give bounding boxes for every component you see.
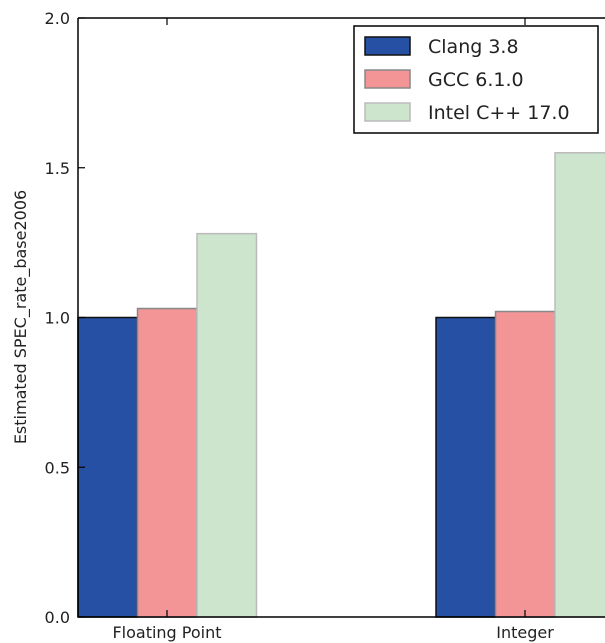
x-tick-label: Integer: [496, 623, 554, 642]
legend-label: GCC 6.1.0: [428, 69, 524, 91]
legend-label: Intel C++ 17.0: [428, 102, 570, 124]
bar-clang-floating-point: [77, 316, 139, 618]
y-axis-title: Estimated SPEC_rate_base2006: [11, 190, 31, 444]
x-tick-label: Floating Point: [112, 623, 221, 642]
bar-clang-integer: [435, 316, 497, 618]
y-tick-label: 2.0: [45, 9, 70, 28]
bar-intel-floating-point: [196, 232, 258, 618]
legend-swatch: [364, 36, 411, 56]
y-tick-label: 1.0: [45, 309, 70, 328]
y-axis-ticks: 0.0 0.5 1.0 1.5 2.0: [45, 9, 85, 627]
legend-label: Clang 3.8: [428, 36, 519, 58]
x-axis-ticks: Floating Point Integer: [112, 18, 554, 642]
bar-gcc-integer: [494, 310, 556, 618]
legend: Clang 3.8 GCC 6.1.0 Intel C++ 17.0: [353, 25, 599, 134]
y-tick-label: 0.0: [45, 608, 70, 627]
legend-swatch: [364, 102, 411, 122]
legend-swatch: [364, 69, 411, 89]
y-tick-label: 1.5: [45, 159, 70, 178]
bar-gcc-floating-point: [136, 307, 198, 618]
bars: [77, 152, 605, 618]
y-tick-label: 0.5: [45, 458, 70, 477]
bar-intel-integer: [554, 152, 605, 618]
